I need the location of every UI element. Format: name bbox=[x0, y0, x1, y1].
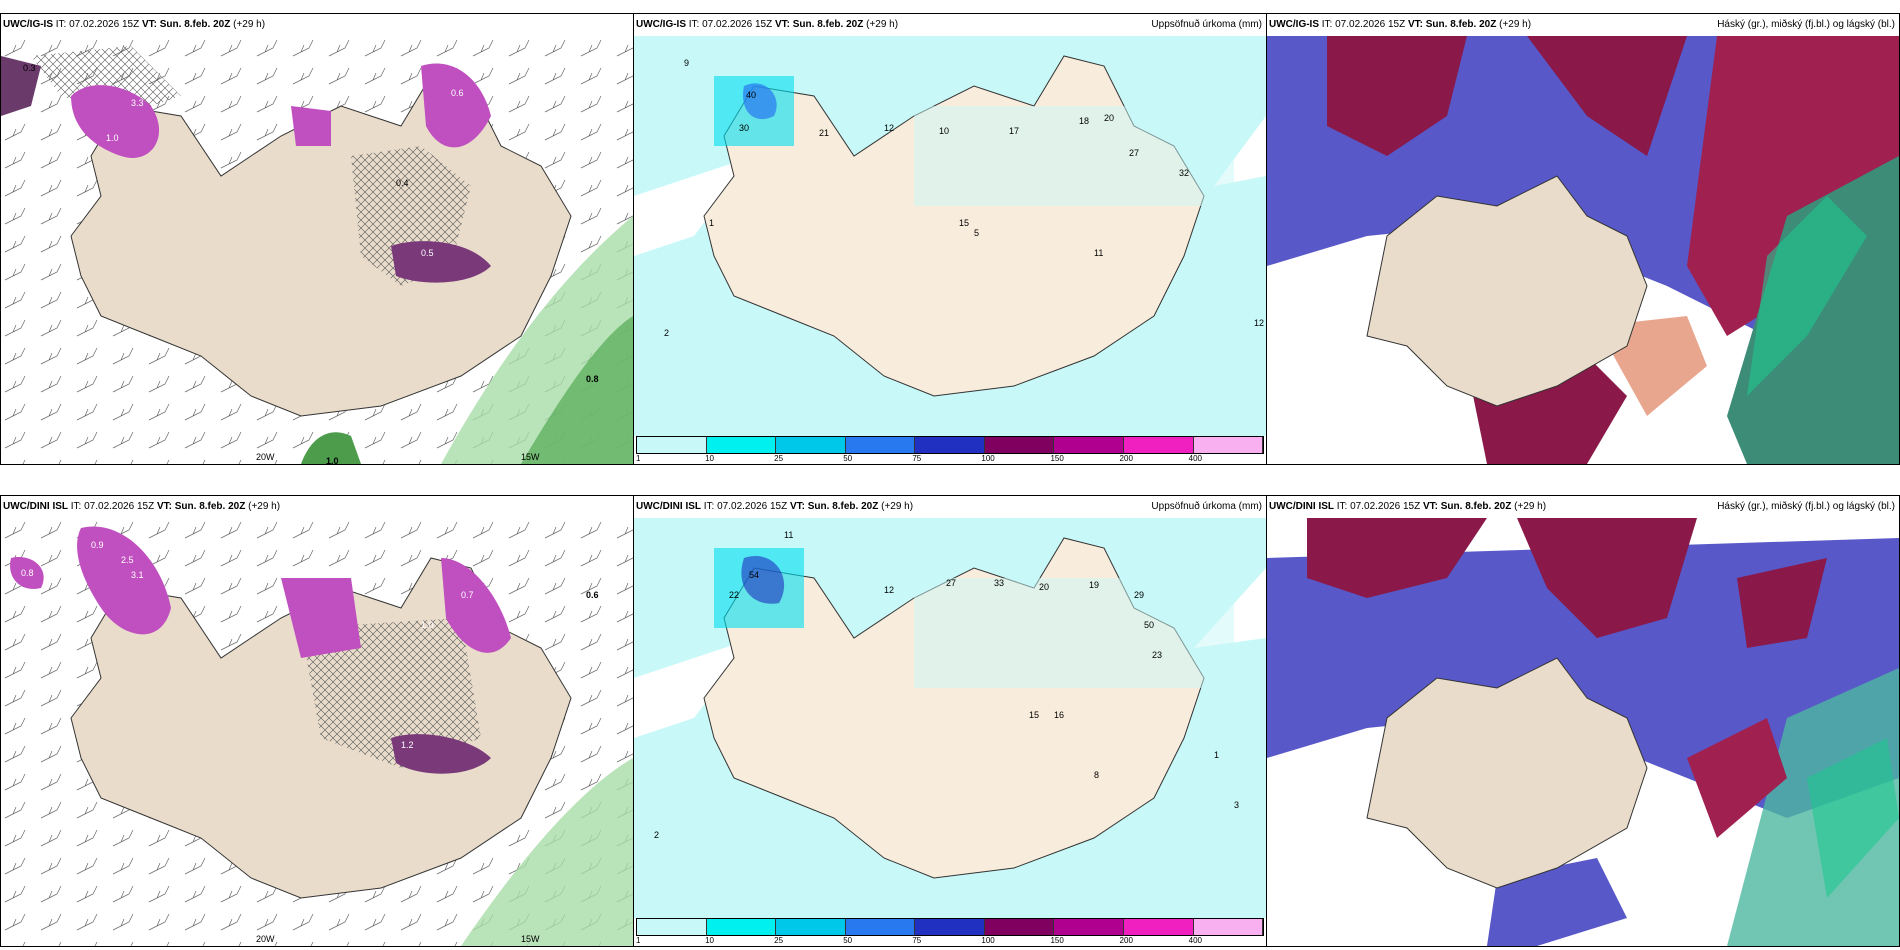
precip-label: 20 bbox=[1104, 113, 1114, 123]
snow-label: 0.8 bbox=[586, 374, 599, 384]
snow-label: 0.4 bbox=[396, 178, 409, 188]
snow-label: 0.8 bbox=[21, 568, 34, 578]
precip-label: 27 bbox=[946, 578, 956, 588]
map-area: 0.9 3.1 2.5 0.8 0.7 0.6 1.2 1.0 20W 15W bbox=[1, 518, 633, 946]
snow-label: 0.9 bbox=[91, 540, 104, 550]
panel-title: Háský (gr.), miðský (fj.bl.) og lágský (… bbox=[1717, 501, 1895, 512]
precip-label: 22 bbox=[729, 590, 739, 600]
precip-label: 5 bbox=[974, 228, 979, 238]
precip-label: 10 bbox=[939, 126, 949, 136]
iceland-landmass bbox=[1366, 175, 1648, 407]
colorbar bbox=[636, 918, 1264, 936]
precip-label: 40 bbox=[746, 90, 756, 100]
precip-label: 8 bbox=[1094, 770, 1099, 780]
precip-label: 33 bbox=[994, 578, 1004, 588]
snow-label: 0.3 bbox=[23, 63, 36, 73]
lon-label: 15W bbox=[521, 452, 540, 462]
snow-label: 0.6 bbox=[451, 88, 464, 98]
snow-label: 1.0 bbox=[106, 133, 119, 143]
panel-wind-snow-bottom: UWC/DINI ISL IT: 07.02.2026 15Z VT: Sun.… bbox=[0, 495, 634, 947]
colorbar bbox=[636, 436, 1264, 454]
colorbar-ticks: 1 10 25 50 75 100 150 200 400 bbox=[636, 936, 1202, 945]
map-area: 11 54 22 12 27 33 20 19 29 50 23 15 16 2… bbox=[634, 518, 1266, 918]
precip-label: 32 bbox=[1179, 168, 1189, 178]
lon-label: 20W bbox=[256, 934, 275, 944]
precip-label: 1 bbox=[1214, 750, 1219, 760]
snow-label: 0.7 bbox=[461, 590, 474, 600]
precip-label: 20 bbox=[1039, 582, 1049, 592]
snow-label: 0.6 bbox=[586, 590, 599, 600]
lon-label: 15W bbox=[521, 934, 540, 944]
precip-label: 29 bbox=[1134, 590, 1144, 600]
precip-label: 30 bbox=[739, 123, 749, 133]
precip-label: 23 bbox=[1152, 650, 1162, 660]
precip-label: 2 bbox=[664, 328, 669, 338]
panel-title: Uppsöfnuð úrkoma (mm) bbox=[1151, 19, 1262, 30]
snow-label: 0.5 bbox=[421, 248, 434, 258]
precip-label: 3 bbox=[1234, 800, 1239, 810]
precip-label: 1 bbox=[709, 218, 714, 228]
panel-header: UWC/DINI ISL IT: 07.02.2026 15Z VT: Sun.… bbox=[634, 496, 1266, 518]
panel-header: UWC/IG-IS IT: 07.02.2026 15Z VT: Sun. 8.… bbox=[634, 14, 1266, 36]
precip-label: 16 bbox=[1054, 710, 1064, 720]
map-area bbox=[1267, 518, 1899, 946]
precip-label: 12 bbox=[1254, 318, 1264, 328]
precip-label: 9 bbox=[684, 58, 689, 68]
precip-label: 19 bbox=[1089, 580, 1099, 590]
snow-label: 1.0 bbox=[421, 620, 434, 630]
panel-precip-top: UWC/IG-IS IT: 07.02.2026 15Z VT: Sun. 8.… bbox=[633, 13, 1267, 465]
precip-label: 15 bbox=[959, 218, 969, 228]
panel-title: Háský (gr.), miðský (fj.bl.) og lágský (… bbox=[1717, 19, 1895, 30]
precip-label: 2 bbox=[654, 830, 659, 840]
precip-label: 18 bbox=[1079, 116, 1089, 126]
panel-header: UWC/IG-IS IT: 07.02.2026 15Z VT: Sun. 8.… bbox=[1, 14, 633, 36]
precip-label: 11 bbox=[784, 530, 793, 540]
map-area: 9 40 30 21 12 10 17 18 20 27 32 15 12 2 … bbox=[634, 36, 1266, 436]
snow-label: 1.2 bbox=[401, 740, 414, 750]
panel-header: UWC/IG-IS IT: 07.02.2026 15Z VT: Sun. 8.… bbox=[1267, 14, 1899, 36]
model-name: UWC/IG-IS bbox=[3, 19, 53, 30]
precip-label: 54 bbox=[749, 570, 759, 580]
snow-label: 3.3 bbox=[131, 98, 144, 108]
snow-label: 3.1 bbox=[131, 570, 144, 580]
panel-header: UWC/DINI ISL IT: 07.02.2026 15Z VT: Sun.… bbox=[1, 496, 633, 518]
precip-label: 27 bbox=[1129, 148, 1139, 158]
precip-label: 11 bbox=[1094, 248, 1103, 258]
panel-wind-snow-top: UWC/IG-IS IT: 07.02.2026 15Z VT: Sun. 8.… bbox=[0, 13, 634, 465]
panel-clouds-top: UWC/IG-IS IT: 07.02.2026 15Z VT: Sun. 8.… bbox=[1266, 13, 1900, 465]
map-area: 0.3 3.3 1.0 0.5 0.4 0.6 0.8 1.0 20W 15W bbox=[1, 36, 633, 464]
precip-label: 17 bbox=[1009, 126, 1019, 136]
lon-label: 20W bbox=[256, 452, 275, 462]
precip-label: 12 bbox=[884, 585, 894, 595]
panel-precip-bottom: UWC/DINI ISL IT: 07.02.2026 15Z VT: Sun.… bbox=[633, 495, 1267, 947]
panel-header: UWC/DINI ISL IT: 07.02.2026 15Z VT: Sun.… bbox=[1267, 496, 1899, 518]
iceland-landmass bbox=[70, 75, 572, 417]
map-area bbox=[1267, 36, 1899, 464]
panel-title: Uppsöfnuð úrkoma (mm) bbox=[1151, 501, 1262, 512]
precip-label: 21 bbox=[819, 128, 829, 138]
precip-label: 15 bbox=[1029, 710, 1039, 720]
colorbar-ticks: 1 10 25 50 75 100 150 200 400 bbox=[636, 454, 1202, 463]
precip-label: 50 bbox=[1144, 620, 1154, 630]
iceland-landmass bbox=[1366, 657, 1648, 889]
snow-label: 1.0 bbox=[326, 456, 339, 464]
panel-clouds-bottom: UWC/DINI ISL IT: 07.02.2026 15Z VT: Sun.… bbox=[1266, 495, 1900, 947]
precip-label: 12 bbox=[884, 123, 894, 133]
snow-label: 2.5 bbox=[121, 555, 134, 565]
